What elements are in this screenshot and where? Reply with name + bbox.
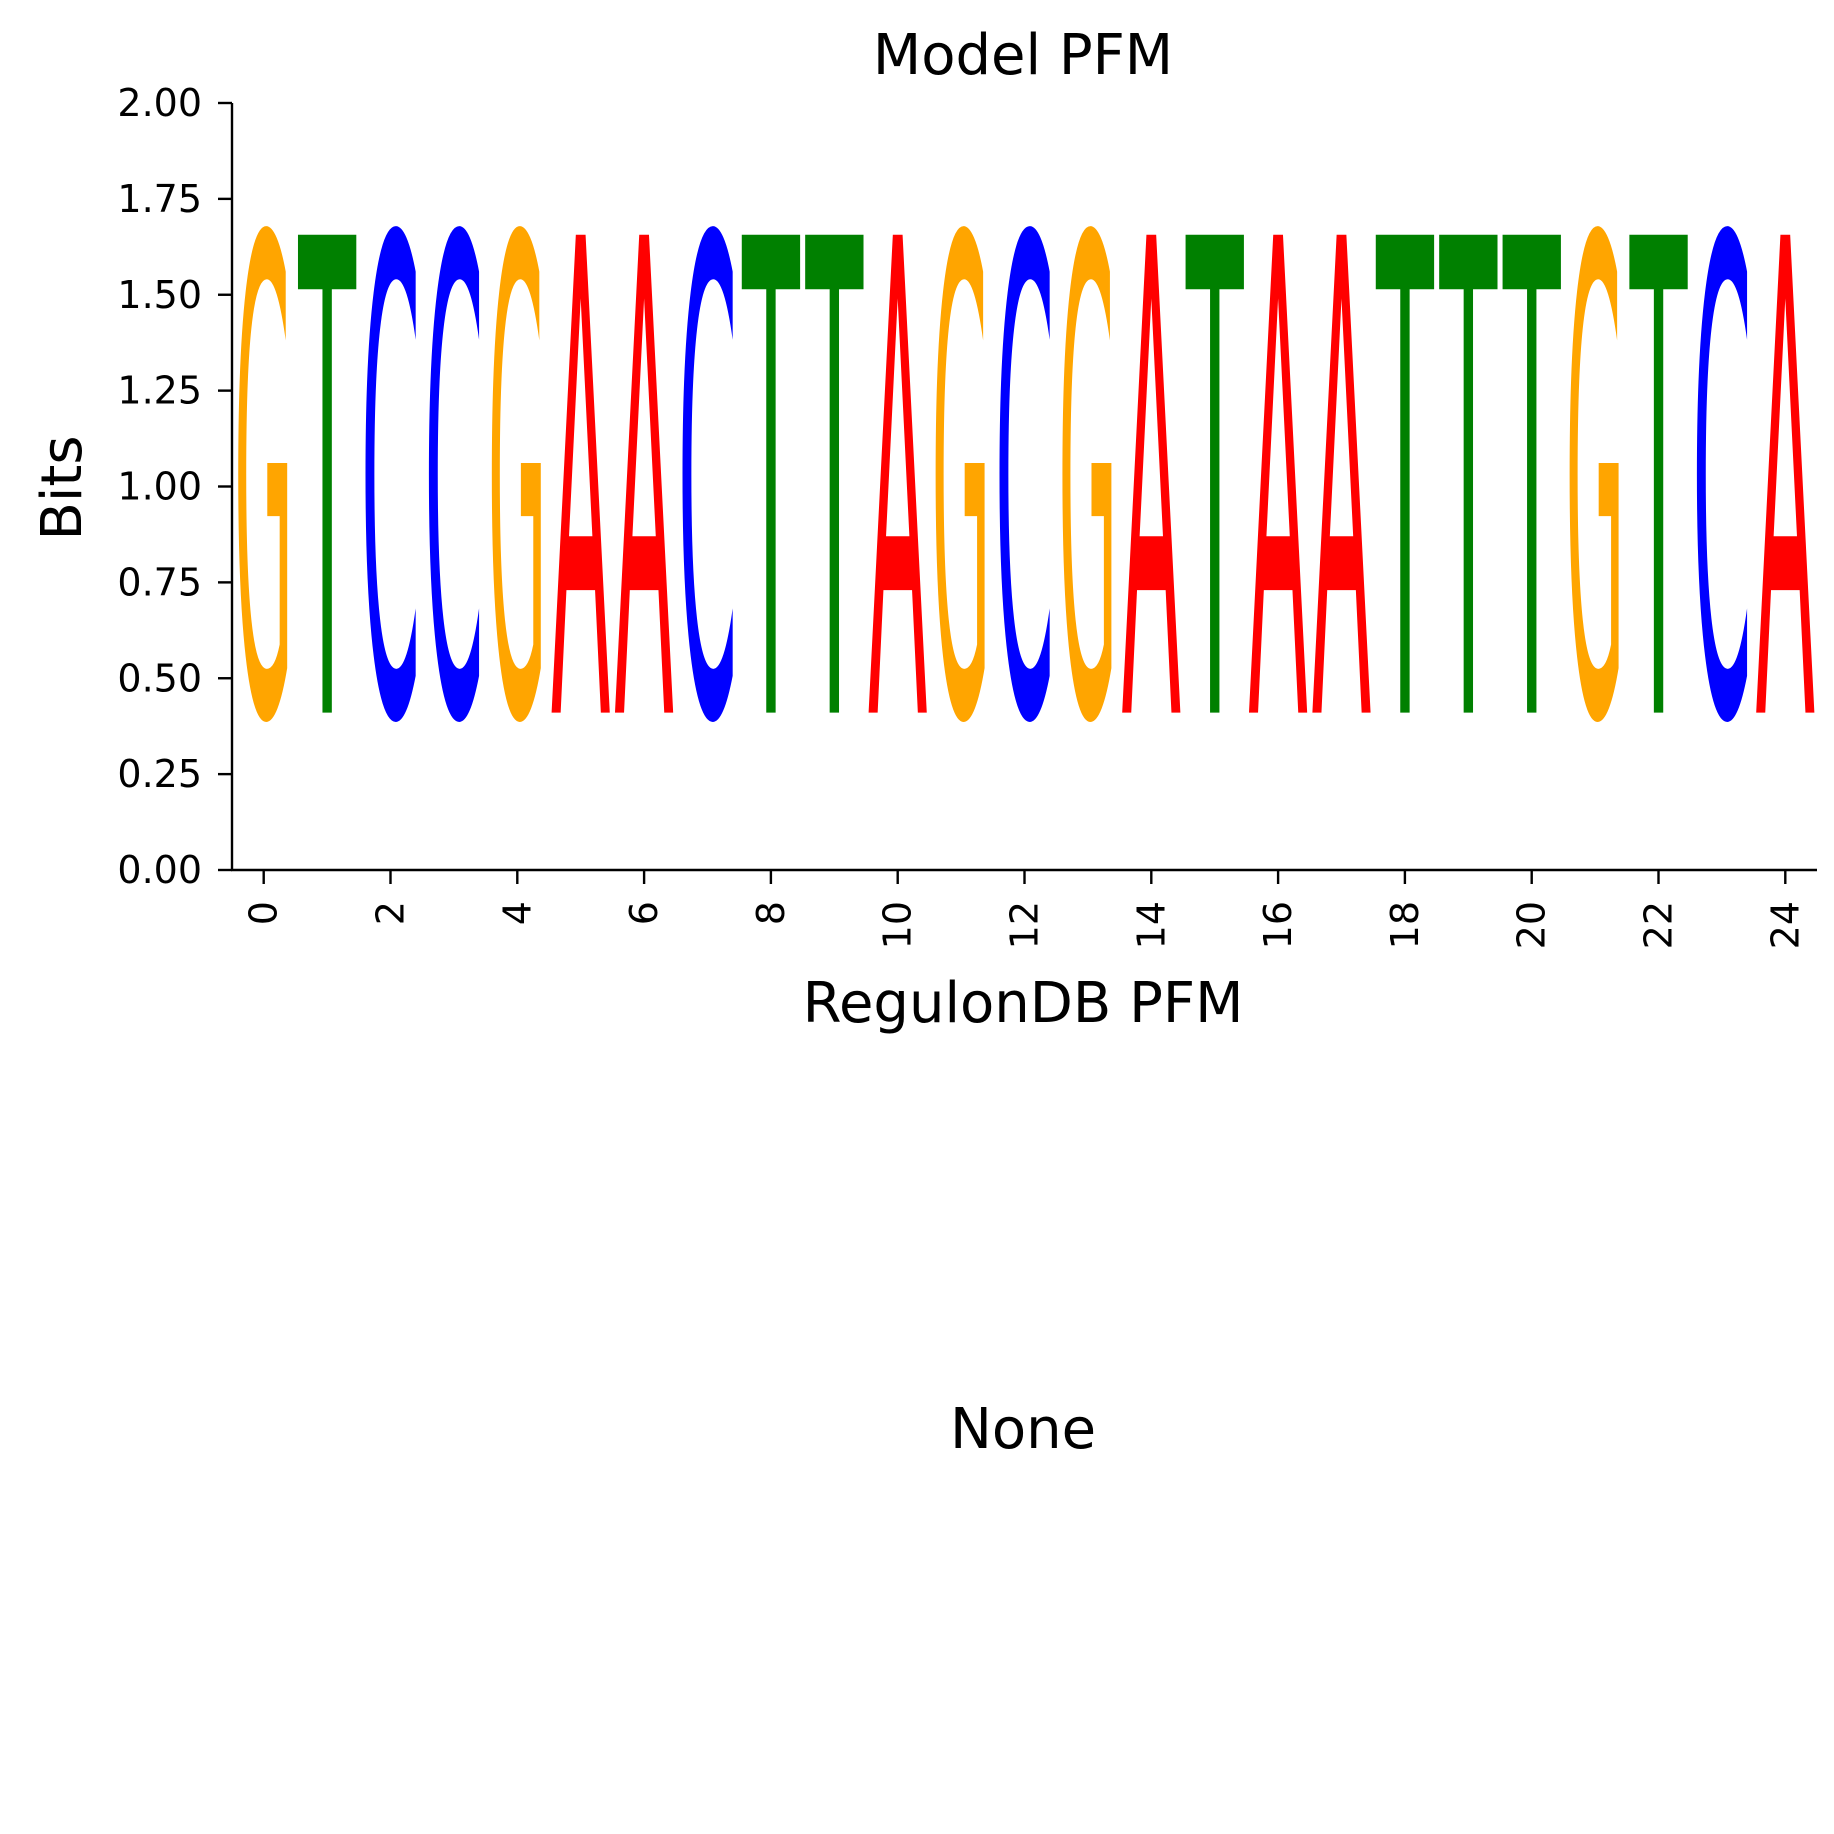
x-tick-label: 20 <box>1510 901 1554 949</box>
logo-letter-T: T <box>741 105 802 868</box>
y-tick-label: 0.00 <box>117 848 202 892</box>
x-ticks: 0 2 4 6 8 10 12 14 16 18 20 22 24 <box>242 870 1807 949</box>
y-tick-label: 0.25 <box>117 752 202 796</box>
logo-letter-A: A <box>1122 106 1182 869</box>
x-tick-label: 14 <box>1129 901 1173 949</box>
logo-letter-T: T <box>1438 105 1499 868</box>
logo-letter-T: T <box>297 105 358 868</box>
x-tick-label: 22 <box>1637 901 1681 949</box>
regulondb-none-text: None <box>950 1397 1096 1462</box>
regulondb-title: RegulonDB PFM <box>803 971 1244 1036</box>
y-ticks: 0.00 0.25 0.50 0.75 1.00 1.25 1.50 1.75 2.00 <box>117 81 232 892</box>
x-tick-label: 8 <box>749 901 793 925</box>
logo-letter-G: G <box>1565 106 1625 869</box>
logo-letter-C: C <box>995 105 1055 868</box>
y-tick-label: 0.50 <box>117 656 202 700</box>
y-axis-label: Bits <box>30 435 95 540</box>
logo-letter-A: A <box>1756 106 1816 869</box>
y-tick-label: 1.00 <box>117 465 202 509</box>
y-tick-label: 1.50 <box>117 273 202 317</box>
x-tick-label: 2 <box>369 901 413 925</box>
x-tick-label: 10 <box>876 901 920 949</box>
logo-letter-T: T <box>1184 105 1245 868</box>
logo-letter-A: A <box>1248 106 1308 869</box>
logo-letter-C: C <box>1692 105 1752 868</box>
logo-letter-T: T <box>804 105 865 868</box>
x-tick-label: 4 <box>495 901 539 925</box>
logo-letter-G: G <box>488 106 548 869</box>
x-tick-label: 6 <box>622 901 666 925</box>
y-tick-label: 1.25 <box>117 369 202 413</box>
logo-letter-G: G <box>1058 106 1118 869</box>
logo-letter-C: C <box>678 105 738 868</box>
logo-letter-A: A <box>614 106 674 869</box>
y-tick-label: 2.00 <box>117 81 202 125</box>
x-tick-label: 0 <box>242 901 286 925</box>
logo-letter-T: T <box>1501 105 1562 868</box>
chart-title: Model PFM <box>873 23 1173 88</box>
logo-letter-T: T <box>1375 105 1436 868</box>
logo-letter-G: G <box>931 106 991 869</box>
logo-letter-A: A <box>1312 106 1372 869</box>
logo-letter-A: A <box>868 106 928 869</box>
logo-letter-C: C <box>361 105 421 868</box>
x-tick-label: 12 <box>1003 901 1047 949</box>
logo-letter-G: G <box>234 106 294 869</box>
x-tick-label: 18 <box>1383 901 1427 949</box>
logo-letter-C: C <box>424 105 484 868</box>
x-tick-label: 16 <box>1256 901 1300 949</box>
y-tick-label: 1.75 <box>117 177 202 221</box>
y-tick-label: 0.75 <box>117 560 202 604</box>
logo-letter-T: T <box>1628 105 1689 868</box>
logo-letter-A: A <box>551 106 611 869</box>
x-tick-label: 24 <box>1763 901 1807 949</box>
